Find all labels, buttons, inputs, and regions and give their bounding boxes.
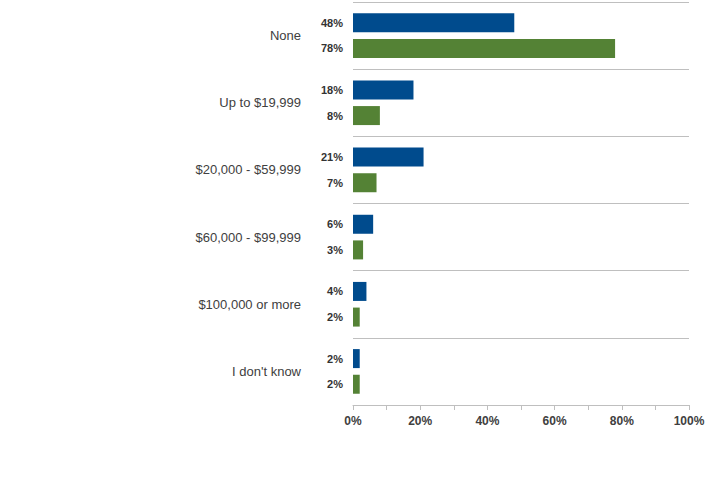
- svg-text:8%: 8%: [327, 110, 343, 122]
- svg-text:2%: 2%: [327, 353, 343, 365]
- svg-text:3%: 3%: [327, 244, 343, 256]
- svg-text:18%: 18%: [321, 84, 343, 96]
- svg-text:40%: 40%: [475, 414, 499, 428]
- svg-text:6%: 6%: [327, 218, 343, 230]
- svg-text:80%: 80%: [610, 414, 634, 428]
- svg-text:20%: 20%: [408, 414, 432, 428]
- svg-text:Up to $19,999: Up to $19,999: [219, 95, 301, 110]
- svg-text:$100,000 or more: $100,000 or more: [198, 297, 301, 312]
- svg-text:I don't know: I don't know: [232, 364, 302, 379]
- svg-text:78%: 78%: [321, 42, 343, 54]
- svg-text:60%: 60%: [543, 414, 567, 428]
- svg-text:2%: 2%: [327, 378, 343, 390]
- svg-text:4%: 4%: [327, 285, 343, 297]
- svg-text:21%: 21%: [321, 151, 343, 163]
- svg-text:48%: 48%: [321, 17, 343, 29]
- svg-text:100%: 100%: [674, 414, 705, 428]
- svg-text:$20,000 - $59,999: $20,000 - $59,999: [195, 162, 301, 177]
- svg-text:$60,000 - $99,999: $60,000 - $99,999: [195, 230, 301, 245]
- svg-text:7%: 7%: [327, 177, 343, 189]
- svg-text:None: None: [270, 28, 301, 43]
- svg-text:0%: 0%: [344, 414, 362, 428]
- svg-text:2%: 2%: [327, 311, 343, 323]
